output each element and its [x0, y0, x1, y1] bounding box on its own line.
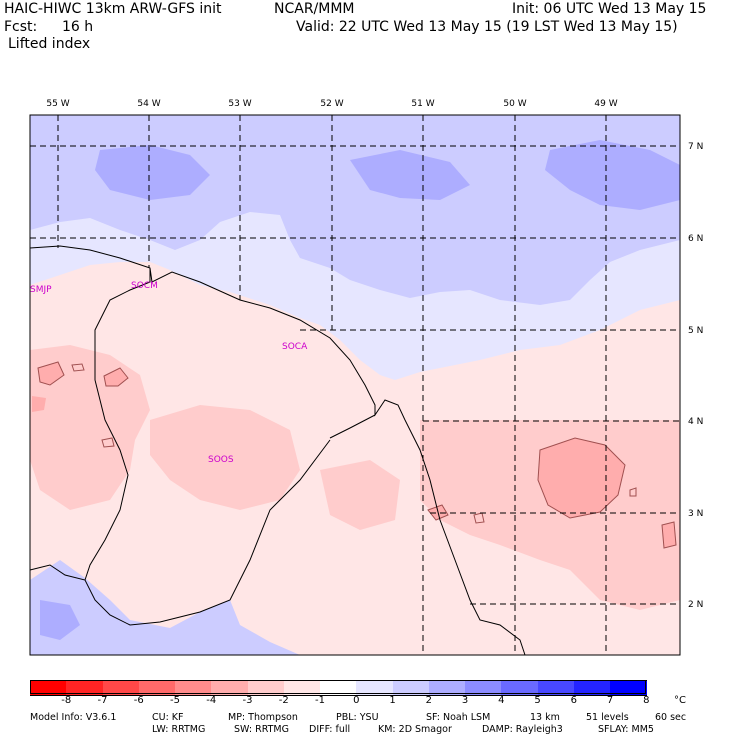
- map-frame: [29, 114, 681, 656]
- colorbar-tick-label: -6: [133, 695, 144, 706]
- field-band-2-3: [545, 140, 680, 210]
- cumulus-scheme: CU: KF: [152, 712, 184, 723]
- colorbar-tick-label: -3: [242, 695, 253, 706]
- field-band-1-2-south: [30, 560, 300, 655]
- colorbar-tick-label: -7: [97, 695, 108, 706]
- init-time: Init: 06 UTC Wed 13 May 15: [512, 1, 707, 17]
- surface-scheme: SF: Noah LSM: [426, 712, 491, 723]
- colorbar-tick-label: 4: [498, 695, 505, 706]
- forecast-label: Fcst:: [4, 19, 38, 35]
- lon-label: 54 W: [137, 99, 160, 109]
- colorbar-tick-label: -8: [61, 695, 72, 706]
- lon-label: 50 W: [503, 99, 526, 109]
- lon-label: 49 W: [594, 99, 617, 109]
- lat-label: 2 N: [688, 600, 703, 610]
- field-band-neg1-neg2: [30, 345, 150, 510]
- lon-label: 51 W: [411, 99, 434, 109]
- colorbar-tick-label: 2: [425, 695, 432, 706]
- field-band-neg2-neg3: [662, 522, 676, 548]
- lat-label: 4 N: [688, 417, 703, 427]
- model-info: Model Info: V3.6.1: [30, 712, 117, 723]
- plot-title: HAIC-HIWC 13km ARW-GFS init: [4, 1, 222, 17]
- lat-label: 6 N: [688, 234, 703, 244]
- colorbar-tick-label: -4: [206, 695, 217, 706]
- lw-scheme: LW: RRTMG: [152, 724, 206, 735]
- colorbar-tick-label: 6: [570, 695, 577, 706]
- colorbar-frame: [30, 680, 647, 694]
- lat-label: 5 N: [688, 326, 703, 336]
- lat-label: 7 N: [688, 142, 703, 152]
- diffusion: DIFF: full: [309, 724, 351, 735]
- valid-time: Valid: 22 UTC Wed 13 May 15 (19 LST Wed …: [296, 19, 678, 35]
- station-label: SOCA: [282, 342, 308, 352]
- field-name: Lifted index: [8, 36, 91, 52]
- contours: [37, 361, 677, 549]
- km-option: KM: 2D Smagor: [378, 724, 452, 735]
- source-label: NCAR/MMM: [274, 1, 355, 17]
- colorbar-tick-label: 7: [606, 695, 614, 706]
- sw-scheme: SW: RRTMG: [234, 724, 289, 735]
- coastline-borders: [29, 245, 526, 656]
- lat-label: 3 N: [688, 509, 703, 519]
- colorbar-tick-label: 5: [534, 695, 541, 706]
- colorbar-tick-label: 8: [643, 695, 650, 706]
- colorbar-unit: °C: [674, 695, 686, 706]
- colorbar-tick-label: 3: [461, 695, 469, 706]
- levels: 51 levels: [586, 712, 629, 723]
- lon-label: 53 W: [228, 99, 251, 109]
- station-label: SMJP: [30, 285, 52, 295]
- colorbar-tick-label: 0: [353, 695, 360, 706]
- field-band-neg1-neg2: [320, 460, 400, 530]
- forecast-hour: 16 h: [62, 19, 94, 35]
- field-band-neg2-neg3: [32, 396, 46, 412]
- lon-label: 55 W: [46, 99, 69, 109]
- field-band-neg1-neg2: [150, 405, 300, 510]
- field-band-neg2-neg3: [104, 368, 128, 386]
- field-band-2-3: [350, 150, 470, 200]
- station-label: SOCM: [131, 281, 158, 291]
- damping: DAMP: Rayleigh3: [482, 724, 563, 735]
- resolution: 13 km: [530, 712, 560, 723]
- field-band-2-3: [95, 145, 210, 200]
- field-band-2-3: [40, 600, 80, 640]
- colorbar-tick-label: -5: [170, 695, 180, 706]
- timestep: 60 sec: [655, 712, 687, 723]
- lon-label: 52 W: [320, 99, 343, 109]
- field-band-neg2-neg3: [538, 438, 625, 518]
- graticule: [30, 115, 680, 655]
- station-label: SOOS: [208, 455, 234, 465]
- pbl-scheme: PBL: YSU: [336, 712, 379, 723]
- colorbar-tick-label: -1: [315, 695, 325, 706]
- colorbar-tick-label: -2: [278, 695, 289, 706]
- colorbar-tick-label: 1: [389, 695, 396, 706]
- surface-layer: SFLAY: MM5: [598, 724, 654, 735]
- microphysics-scheme: MP: Thompson: [228, 712, 298, 723]
